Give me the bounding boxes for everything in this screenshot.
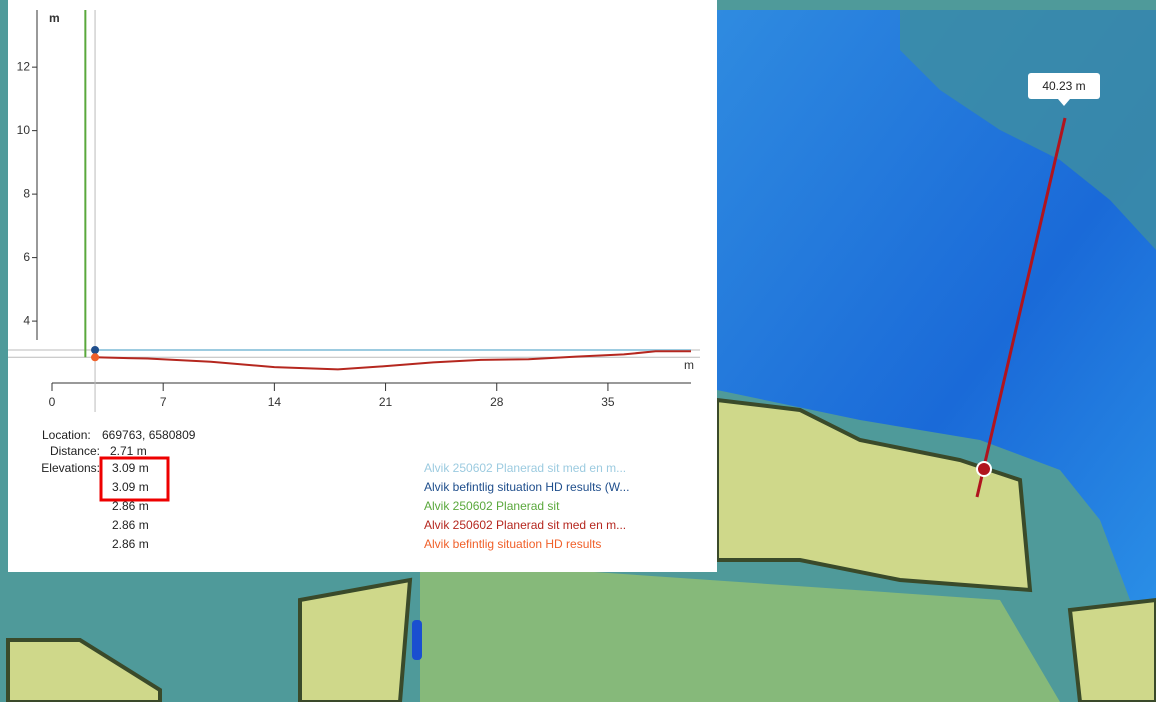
x-tick-label: 35: [601, 395, 615, 409]
elevation: 2.86 m: [112, 518, 149, 532]
y-tick-label: 6: [23, 250, 30, 264]
elevations-label: Elevations:: [41, 461, 100, 475]
y-tick-label: 10: [17, 123, 31, 137]
series-point: [91, 346, 99, 354]
elevation: 2.86 m: [112, 537, 149, 551]
legend-entry: Alvik befintlig situation HD results: [424, 537, 601, 551]
legend-entry: Alvik befintlig situation HD results (W.…: [424, 480, 629, 494]
x-axis-label: m: [684, 358, 694, 372]
legend-entry: Alvik 250602 Planerad sit med en m...: [424, 518, 626, 532]
x-tick-label: 14: [268, 395, 282, 409]
x-tick-label: 21: [379, 395, 393, 409]
distance: 2.71 m: [110, 444, 147, 458]
y-tick-label: 12: [17, 59, 31, 73]
location: 669763, 6580809: [102, 428, 196, 442]
distance-label: Distance:: [50, 444, 100, 458]
location-label: Location:: [42, 428, 91, 442]
screen: 40.23 m m m Location: 669763, 6580809 Di…: [0, 0, 1156, 702]
x-tick-label: 28: [490, 395, 504, 409]
channel: [412, 620, 422, 660]
legend-entry: Alvik 250602 Planerad sit: [424, 499, 560, 513]
legend-entry: Alvik 250602 Planerad sit med en m...: [424, 461, 626, 475]
measure-point: [977, 462, 991, 476]
series-point: [91, 353, 99, 361]
page: 40.23 m m m Location: 669763, 6580809 Di…: [0, 0, 1156, 707]
measure-label: 40.23 m: [1042, 79, 1085, 93]
x-tick-label: 7: [160, 395, 167, 409]
y-axis-label: m: [49, 11, 60, 25]
elevation: 3.09 m: [112, 480, 149, 494]
y-tick-label: 4: [23, 313, 30, 327]
y-tick-label: 8: [23, 186, 30, 200]
x-tick-label: 0: [49, 395, 56, 409]
elevation: 3.09 m: [112, 461, 149, 475]
land: [1070, 600, 1156, 702]
land: [300, 580, 410, 702]
